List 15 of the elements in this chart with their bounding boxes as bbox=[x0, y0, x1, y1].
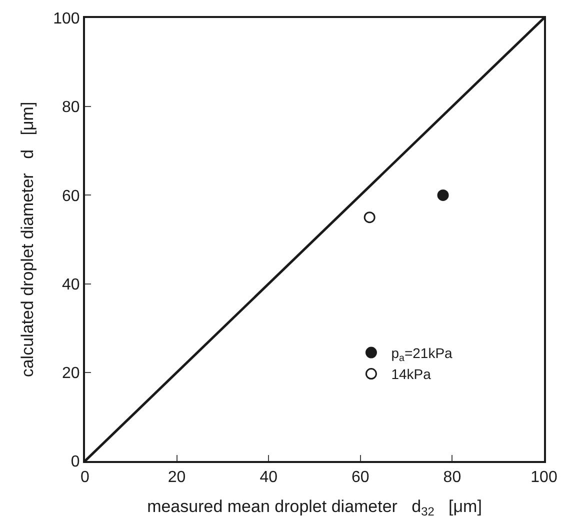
x-axis-title: measured mean droplet diameter d$_{32}$ [μm] bbox=[147, 497, 482, 519]
legend-label: p$_{a}$=21kPa bbox=[391, 345, 453, 364]
x-tick-label: 40 bbox=[260, 469, 278, 486]
y-tick-label: 60 bbox=[62, 188, 80, 205]
y-tick-label: 40 bbox=[62, 276, 80, 294]
y-tick-label: 0 bbox=[70, 454, 80, 471]
x-tick-label: 80 bbox=[443, 469, 462, 486]
x-tick-label: 100 bbox=[530, 469, 558, 486]
x-tick-label: 60 bbox=[352, 469, 370, 486]
y-axis-title: calculated droplet diameter d [μm] bbox=[18, 102, 38, 378]
x-tick-label: 20 bbox=[168, 469, 186, 486]
y-tick-label: 20 bbox=[62, 365, 80, 382]
legend-label: 14kPa bbox=[391, 366, 432, 382]
y-tick-label: 100 bbox=[53, 10, 80, 28]
y-tick-label: 80 bbox=[62, 99, 80, 116]
